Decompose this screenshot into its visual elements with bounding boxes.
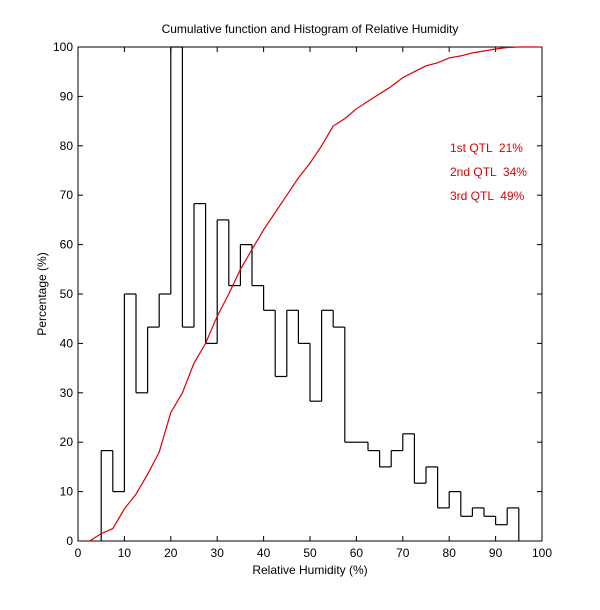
histogram-series xyxy=(100,46,520,541)
quartile-2-annotation: 2nd QTL 34% xyxy=(450,165,527,179)
x-tick-label: 90 xyxy=(489,546,503,560)
quartile-3-annotation: 3rd QTL 49% xyxy=(450,189,525,203)
y-tick-label: 100 xyxy=(53,40,73,54)
y-axis: 0 10 20 30 40 50 60 70 80 90 100 xyxy=(53,40,542,548)
x-tick-label: 100 xyxy=(532,546,552,560)
x-axis-label: Relative Humidity (%) xyxy=(252,563,367,577)
y-tick-label: 60 xyxy=(60,238,74,252)
x-tick-label: 40 xyxy=(257,546,271,560)
x-tick-label: 70 xyxy=(396,546,410,560)
y-tick-label: 50 xyxy=(60,287,74,301)
x-tick-label: 20 xyxy=(164,546,178,560)
cumulative-line xyxy=(89,46,542,542)
x-tick-label: 0 xyxy=(75,546,82,560)
x-axis: 0 10 20 30 40 50 60 70 80 90 100 xyxy=(75,47,552,560)
y-tick-label: 80 xyxy=(60,139,74,153)
x-tick-label: 60 xyxy=(350,546,364,560)
y-tick-label: 40 xyxy=(60,336,74,350)
y-tick-label: 20 xyxy=(60,435,74,449)
y-tick-label: 90 xyxy=(60,89,74,103)
plot-area xyxy=(77,46,543,542)
y-axis-label: Percentage (%) xyxy=(35,252,49,335)
y-tick-label: 30 xyxy=(60,386,74,400)
series-layer xyxy=(89,46,542,542)
x-tick-label: 30 xyxy=(211,546,225,560)
y-tick-label: 10 xyxy=(60,485,74,499)
chart-title: Cumulative function and Histogram of Rel… xyxy=(162,22,459,36)
x-tick-label: 50 xyxy=(303,546,317,560)
y-tick-label: 70 xyxy=(60,188,74,202)
x-tick-label: 80 xyxy=(443,546,457,560)
x-tick-label: 10 xyxy=(118,546,132,560)
quartile-1-annotation: 1st QTL 21% xyxy=(450,141,523,155)
y-tick-label: 0 xyxy=(66,534,73,548)
